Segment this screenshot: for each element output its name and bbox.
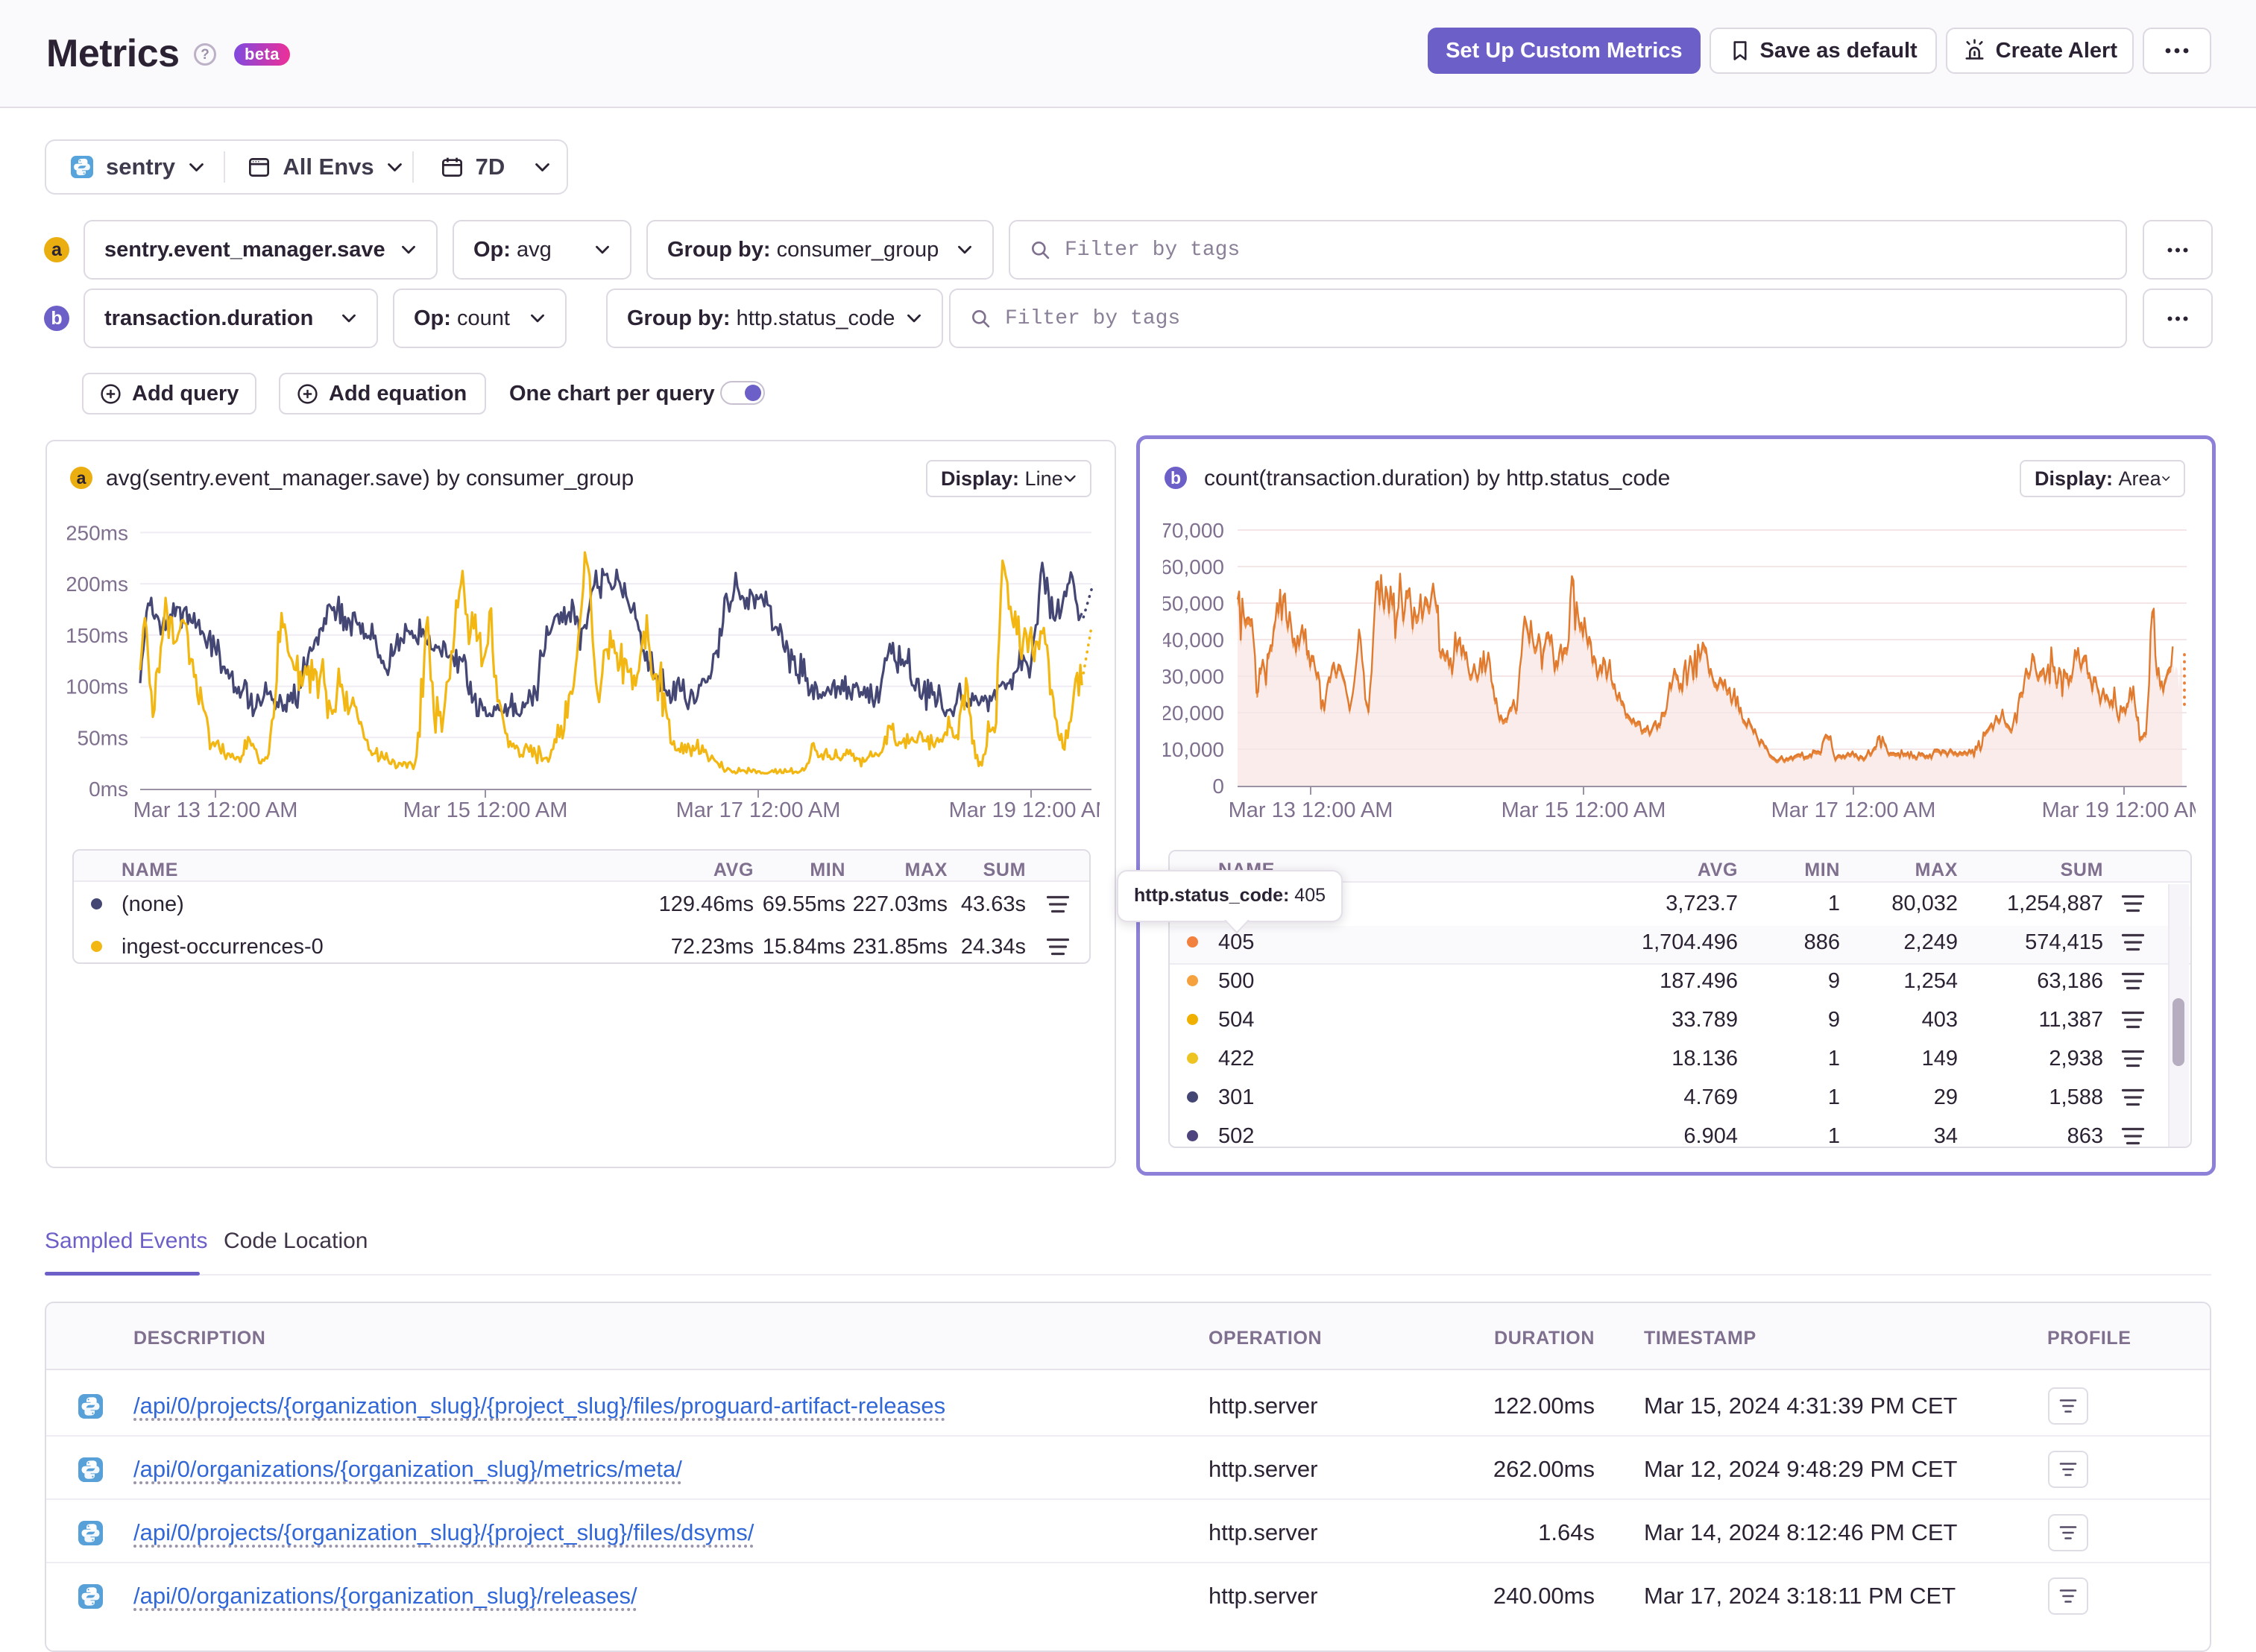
svg-text:Mar 19 12:00 AM: Mar 19 12:00 AM [949,798,1100,822]
svg-text:50,000: 50,000 [1163,592,1224,615]
svg-text:Mar 17 12:00 AM: Mar 17 12:00 AM [1771,798,1936,822]
svg-text:250ms: 250ms [67,521,128,544]
svg-text:Mar 13 12:00 AM: Mar 13 12:00 AM [1229,798,1393,822]
svg-text:50ms: 50ms [78,726,128,749]
svg-text:10,000: 10,000 [1163,738,1224,761]
svg-text:20,000: 20,000 [1163,702,1224,725]
svg-text:150ms: 150ms [67,624,128,647]
svg-text:Mar 15 12:00 AM: Mar 15 12:00 AM [403,798,568,822]
svg-text:40,000: 40,000 [1163,628,1224,652]
svg-text:60,000: 60,000 [1163,555,1224,578]
svg-text:Mar 13 12:00 AM: Mar 13 12:00 AM [133,798,298,822]
svg-text:Mar 15 12:00 AM: Mar 15 12:00 AM [1502,798,1666,822]
svg-text:Mar 19 12:00 AM: Mar 19 12:00 AM [2042,798,2196,822]
svg-text:200ms: 200ms [67,573,128,596]
svg-text:0: 0 [1212,775,1224,798]
svg-text:30,000: 30,000 [1163,665,1224,688]
svg-text:0ms: 0ms [89,778,128,801]
svg-text:Mar 17 12:00 AM: Mar 17 12:00 AM [676,798,841,822]
svg-text:100ms: 100ms [67,675,128,699]
svg-text:70,000: 70,000 [1163,519,1224,542]
